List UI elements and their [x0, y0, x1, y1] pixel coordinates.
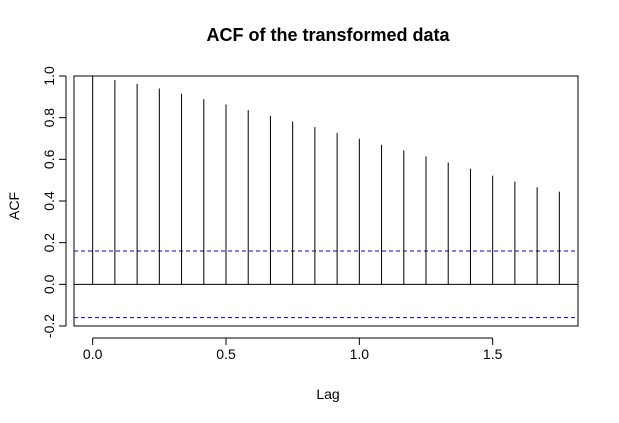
chart-title: ACF of the transformed data: [206, 25, 450, 45]
plot-frame: [73, 75, 579, 327]
y-axis-title: ACF: [6, 192, 22, 220]
y-tick-label: 0.8: [41, 108, 57, 128]
y-tick-label: -0.2: [41, 314, 57, 338]
y-tick-label: 0.0: [41, 274, 57, 294]
x-tick-label: 1.0: [350, 346, 370, 362]
x-tick-label: 0.0: [83, 346, 103, 362]
x-tick-label: 1.5: [483, 346, 503, 362]
x-tick-label: 0.5: [216, 346, 236, 362]
y-tick-label: 1.0: [41, 66, 57, 86]
plot-area: 0.0 0.5 1.0 1.5 -0.2 0.0 0.2 0.4 0.6 0.8 1.0: [41, 66, 579, 362]
y-tick-label: 0.2: [41, 233, 57, 253]
y-tick-label: 0.6: [41, 149, 57, 169]
y-tick-label: 0.4: [41, 191, 57, 211]
x-axis-title: Lag: [316, 386, 339, 402]
